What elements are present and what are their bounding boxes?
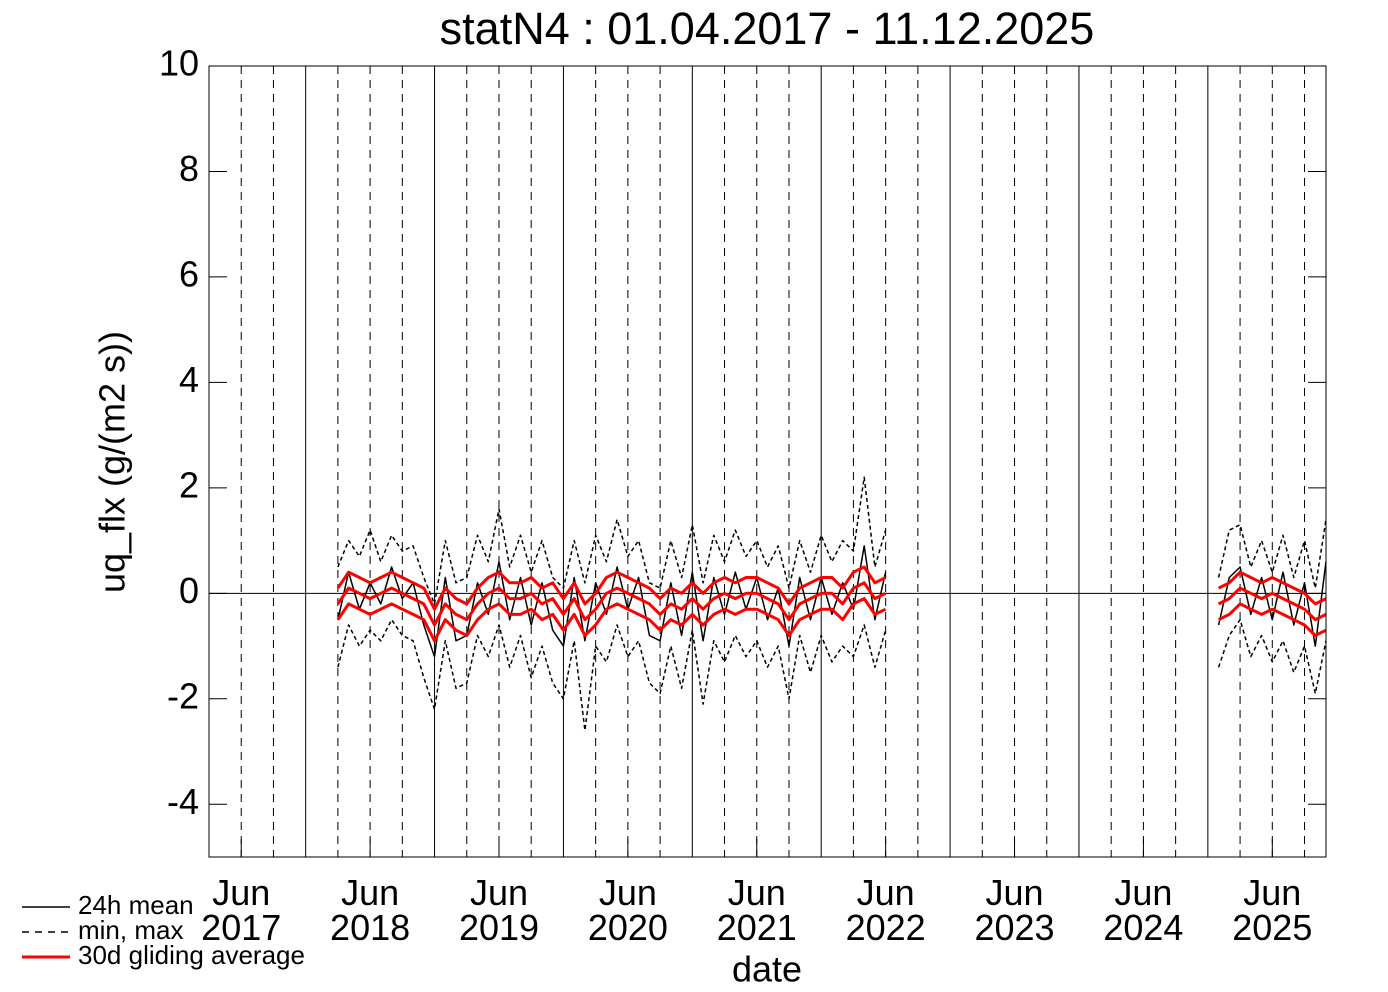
legend-label: 24h mean [78,890,194,920]
y-axis-label: uq_flx (g/(m2 s)) [92,331,133,593]
legend-label: min, max [78,915,183,945]
series-line [337,476,1327,605]
y-tick-label: 10 [159,43,199,84]
x-tick-label: Jun 2022 [846,872,926,948]
x-axis-label: date [732,949,802,990]
chart-title: statN4 : 01.04.2017 - 11.12.2025 [440,3,1095,54]
series-line [336,565,1327,611]
y-tick-label: 8 [179,148,199,189]
x-tick-label: Jun 2020 [588,872,668,948]
y-tick-label: -2 [167,675,199,716]
x-tick-label: Jun 2021 [717,872,797,948]
y-tick-label: 4 [179,359,199,400]
y-tick-label: 0 [179,570,199,611]
y-tick-label: 6 [179,253,199,294]
x-tick-label: Jun 2017 [201,872,281,948]
series-line [336,581,1327,627]
y-tick-label: -4 [167,781,199,822]
series-line [337,618,1327,732]
x-tick-label: Jun 2019 [459,872,539,948]
x-tick-label: Jun 2025 [1232,872,1312,948]
x-tick-label: Jun 2023 [974,872,1054,948]
x-tick-label: Jun 2018 [330,872,410,948]
x-tick-label: Jun 2024 [1103,872,1183,948]
y-tick-label: 2 [179,464,199,505]
series-line [336,597,1327,643]
legend-label: 30d gliding average [78,940,305,970]
plot-frame [208,65,1327,858]
